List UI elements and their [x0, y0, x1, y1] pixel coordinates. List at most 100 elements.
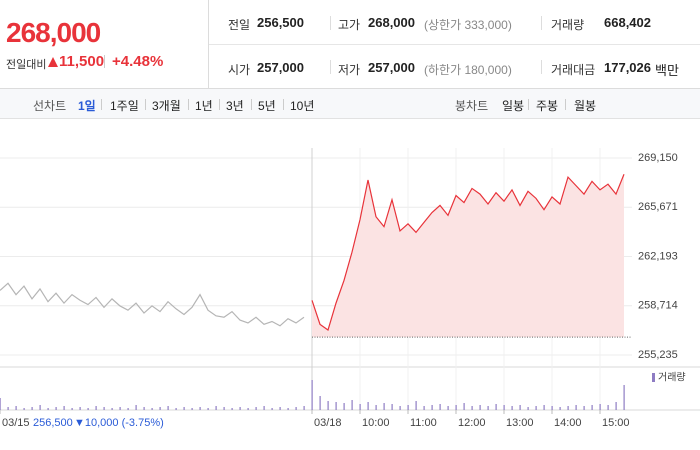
volume-bar — [175, 408, 177, 410]
volume-bar — [295, 407, 297, 410]
volume-bar — [471, 406, 473, 410]
volume-bar — [559, 407, 561, 410]
x-tick-label: 10:00 — [362, 417, 390, 429]
x-tick-label: 12:00 — [458, 417, 486, 429]
up-arrow — [48, 57, 58, 67]
divider — [541, 16, 542, 30]
volume-bar — [191, 408, 193, 410]
volume-bar — [383, 403, 385, 410]
stat-value: 256,500 — [257, 15, 304, 30]
volume-bar — [479, 405, 481, 410]
volume-bar — [39, 405, 41, 410]
volume-bar — [183, 407, 185, 410]
tab[interactable]: 3년 — [226, 99, 244, 113]
stat-value: 177,026 — [604, 60, 651, 75]
price-line — [311, 174, 625, 331]
y-tick-label: 265,671 — [638, 201, 678, 213]
volume-bar — [199, 407, 201, 410]
volume-bar — [495, 404, 497, 410]
legend-swatch — [652, 373, 655, 382]
tab-sep — [283, 99, 284, 110]
stat-label: 전일 — [228, 18, 251, 32]
quote-header: 268,000 전일대비 11,500 +4.48% 전일 256,500 고가… — [0, 0, 700, 89]
volume-bar — [239, 407, 241, 410]
volume-bar — [415, 401, 417, 410]
volume-bar — [487, 406, 489, 410]
volume-bar — [159, 407, 161, 410]
volume-bar — [167, 406, 169, 410]
volume-bar — [247, 408, 249, 410]
volume-bar — [503, 405, 505, 410]
change-label: 전일대비 — [6, 59, 47, 71]
volume-bar — [223, 407, 225, 410]
x-tick-label: 03/18 — [314, 417, 342, 429]
volume-bar — [359, 404, 361, 410]
volume-bar — [207, 408, 209, 410]
current-price: 268,000 — [6, 17, 101, 48]
y-tick-label: 258,714 — [638, 300, 678, 312]
tab[interactable]: 주봉 — [536, 99, 559, 113]
volume-bar — [335, 402, 337, 410]
tab[interactable]: 10년 — [290, 99, 315, 113]
volume-bar — [375, 405, 377, 410]
volume-bar — [535, 406, 537, 410]
x-tick-label: 13:00 — [506, 417, 534, 429]
volume-bar — [143, 407, 145, 410]
volume-bar — [231, 408, 233, 410]
x-tick-label: 03/15 — [2, 417, 30, 429]
stat-value: 257,000 — [368, 60, 415, 75]
tab-sep — [188, 99, 189, 110]
price-panel: 268,000 전일대비 11,500 +4.48% — [0, 0, 209, 88]
volume-bar — [351, 400, 353, 410]
volume-bar — [599, 404, 601, 410]
tab[interactable]: 5년 — [258, 99, 276, 113]
volume-bar — [367, 402, 369, 410]
volume-bar — [583, 406, 585, 410]
volume-bar — [607, 405, 609, 410]
volume-bar — [95, 406, 97, 410]
stat-value: 668,402 — [604, 15, 651, 30]
volume-bar — [407, 405, 409, 410]
volume-bar — [511, 406, 513, 410]
stat-note: (하한가 180,000) — [424, 63, 512, 77]
tab[interactable]: 1년 — [195, 99, 213, 113]
volume-bar — [63, 406, 65, 410]
divider — [541, 60, 542, 74]
volume-bar — [327, 401, 329, 410]
volume-bar — [343, 403, 345, 410]
y-tick-label: 255,235 — [638, 349, 678, 361]
tab-group-label: 봉차트 — [455, 99, 489, 113]
volume-bar — [263, 406, 265, 410]
volume-bar — [519, 405, 521, 410]
volume-bar — [319, 396, 321, 410]
tab[interactable]: 1주일 — [110, 99, 139, 113]
volume-bar — [543, 405, 545, 410]
legend-label: 거래량 — [658, 372, 686, 384]
volume-bar — [575, 405, 577, 410]
stat-label: 거래대금 — [551, 63, 596, 77]
volume-bar — [215, 406, 217, 410]
volume-bar — [87, 408, 89, 410]
x-tick-label: 11:00 — [410, 417, 437, 429]
area — [312, 174, 624, 338]
tab[interactable]: 일봉 — [502, 99, 525, 113]
tab[interactable]: 3개월 — [152, 99, 181, 113]
volume-bar — [303, 406, 305, 410]
tab-sep — [219, 99, 220, 110]
volume-bar — [15, 406, 17, 410]
volume-bar — [455, 405, 457, 410]
x-tick-label: 15:00 — [602, 417, 630, 429]
tab-sep — [145, 99, 146, 110]
divider — [330, 16, 331, 30]
volume-bar — [439, 404, 441, 410]
stat-label: 고가 — [338, 18, 361, 32]
volume-bar — [79, 407, 81, 410]
stat-label: 저가 — [338, 63, 361, 77]
tab[interactable]: 1일 — [78, 99, 96, 113]
y-tick-label: 262,193 — [638, 250, 678, 262]
tab[interactable]: 월봉 — [574, 99, 597, 113]
prev-change: ▼10,000 (-3.75%) — [74, 417, 164, 429]
y-tick-label: 269,150 — [638, 152, 678, 164]
tab-sep — [565, 99, 566, 110]
x-tick-label: 14:00 — [554, 417, 582, 429]
